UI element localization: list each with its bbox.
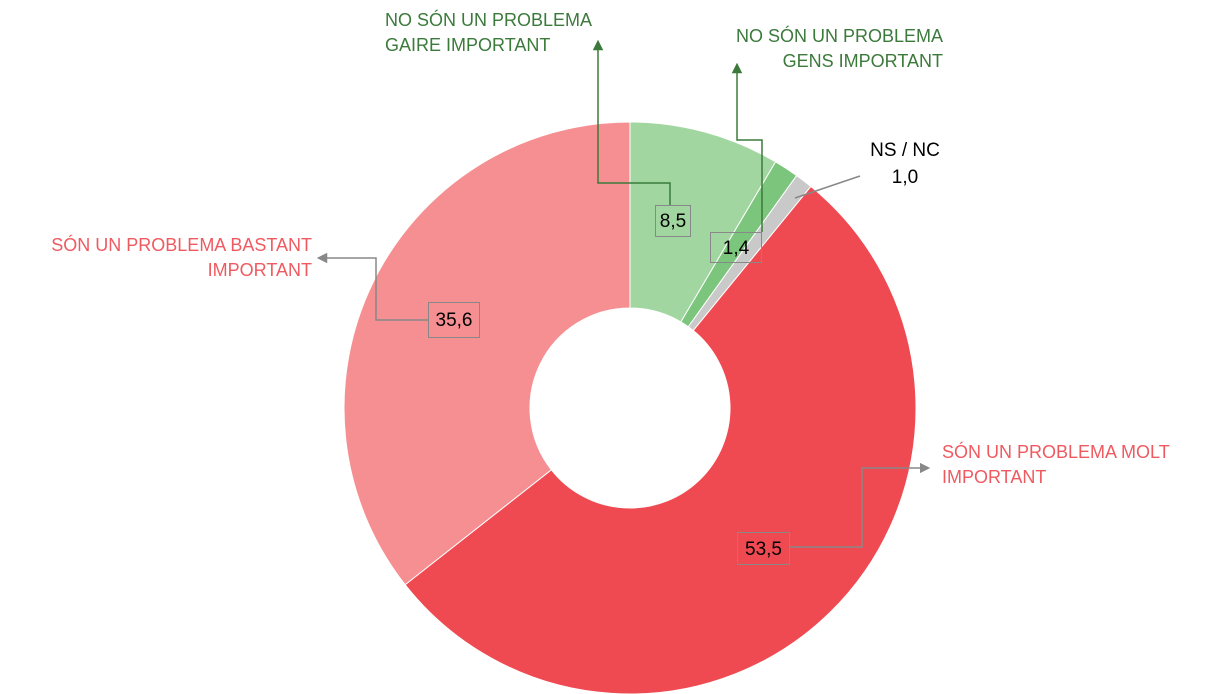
leader-line [794,175,861,199]
donut-slice [404,185,917,694]
category-label: NO SÓN UN PROBLEMA GENS IMPORTANT [735,26,943,71]
value-label: 8,5 [655,205,691,237]
donut-slice [343,121,631,586]
category-label: SÓN UN PROBLEMA MOLT IMPORTANT [942,442,1170,487]
value-label: 53,5 [737,532,790,565]
value-label: 1,4 [710,232,762,263]
category-label: NO SÓN UN PROBLEMA GAIRE IMPORTANT [385,10,592,55]
value-label: 1,0 [891,167,919,188]
leader-line [731,62,763,232]
leader-line [592,39,671,205]
value-label: 35,6 [428,302,480,338]
leader-line [790,462,931,548]
category-label: NS / NC [870,140,940,161]
category-label: SÓN UN PROBLEMA BASTANT IMPORTANT [51,235,312,280]
leader-line [316,252,428,321]
